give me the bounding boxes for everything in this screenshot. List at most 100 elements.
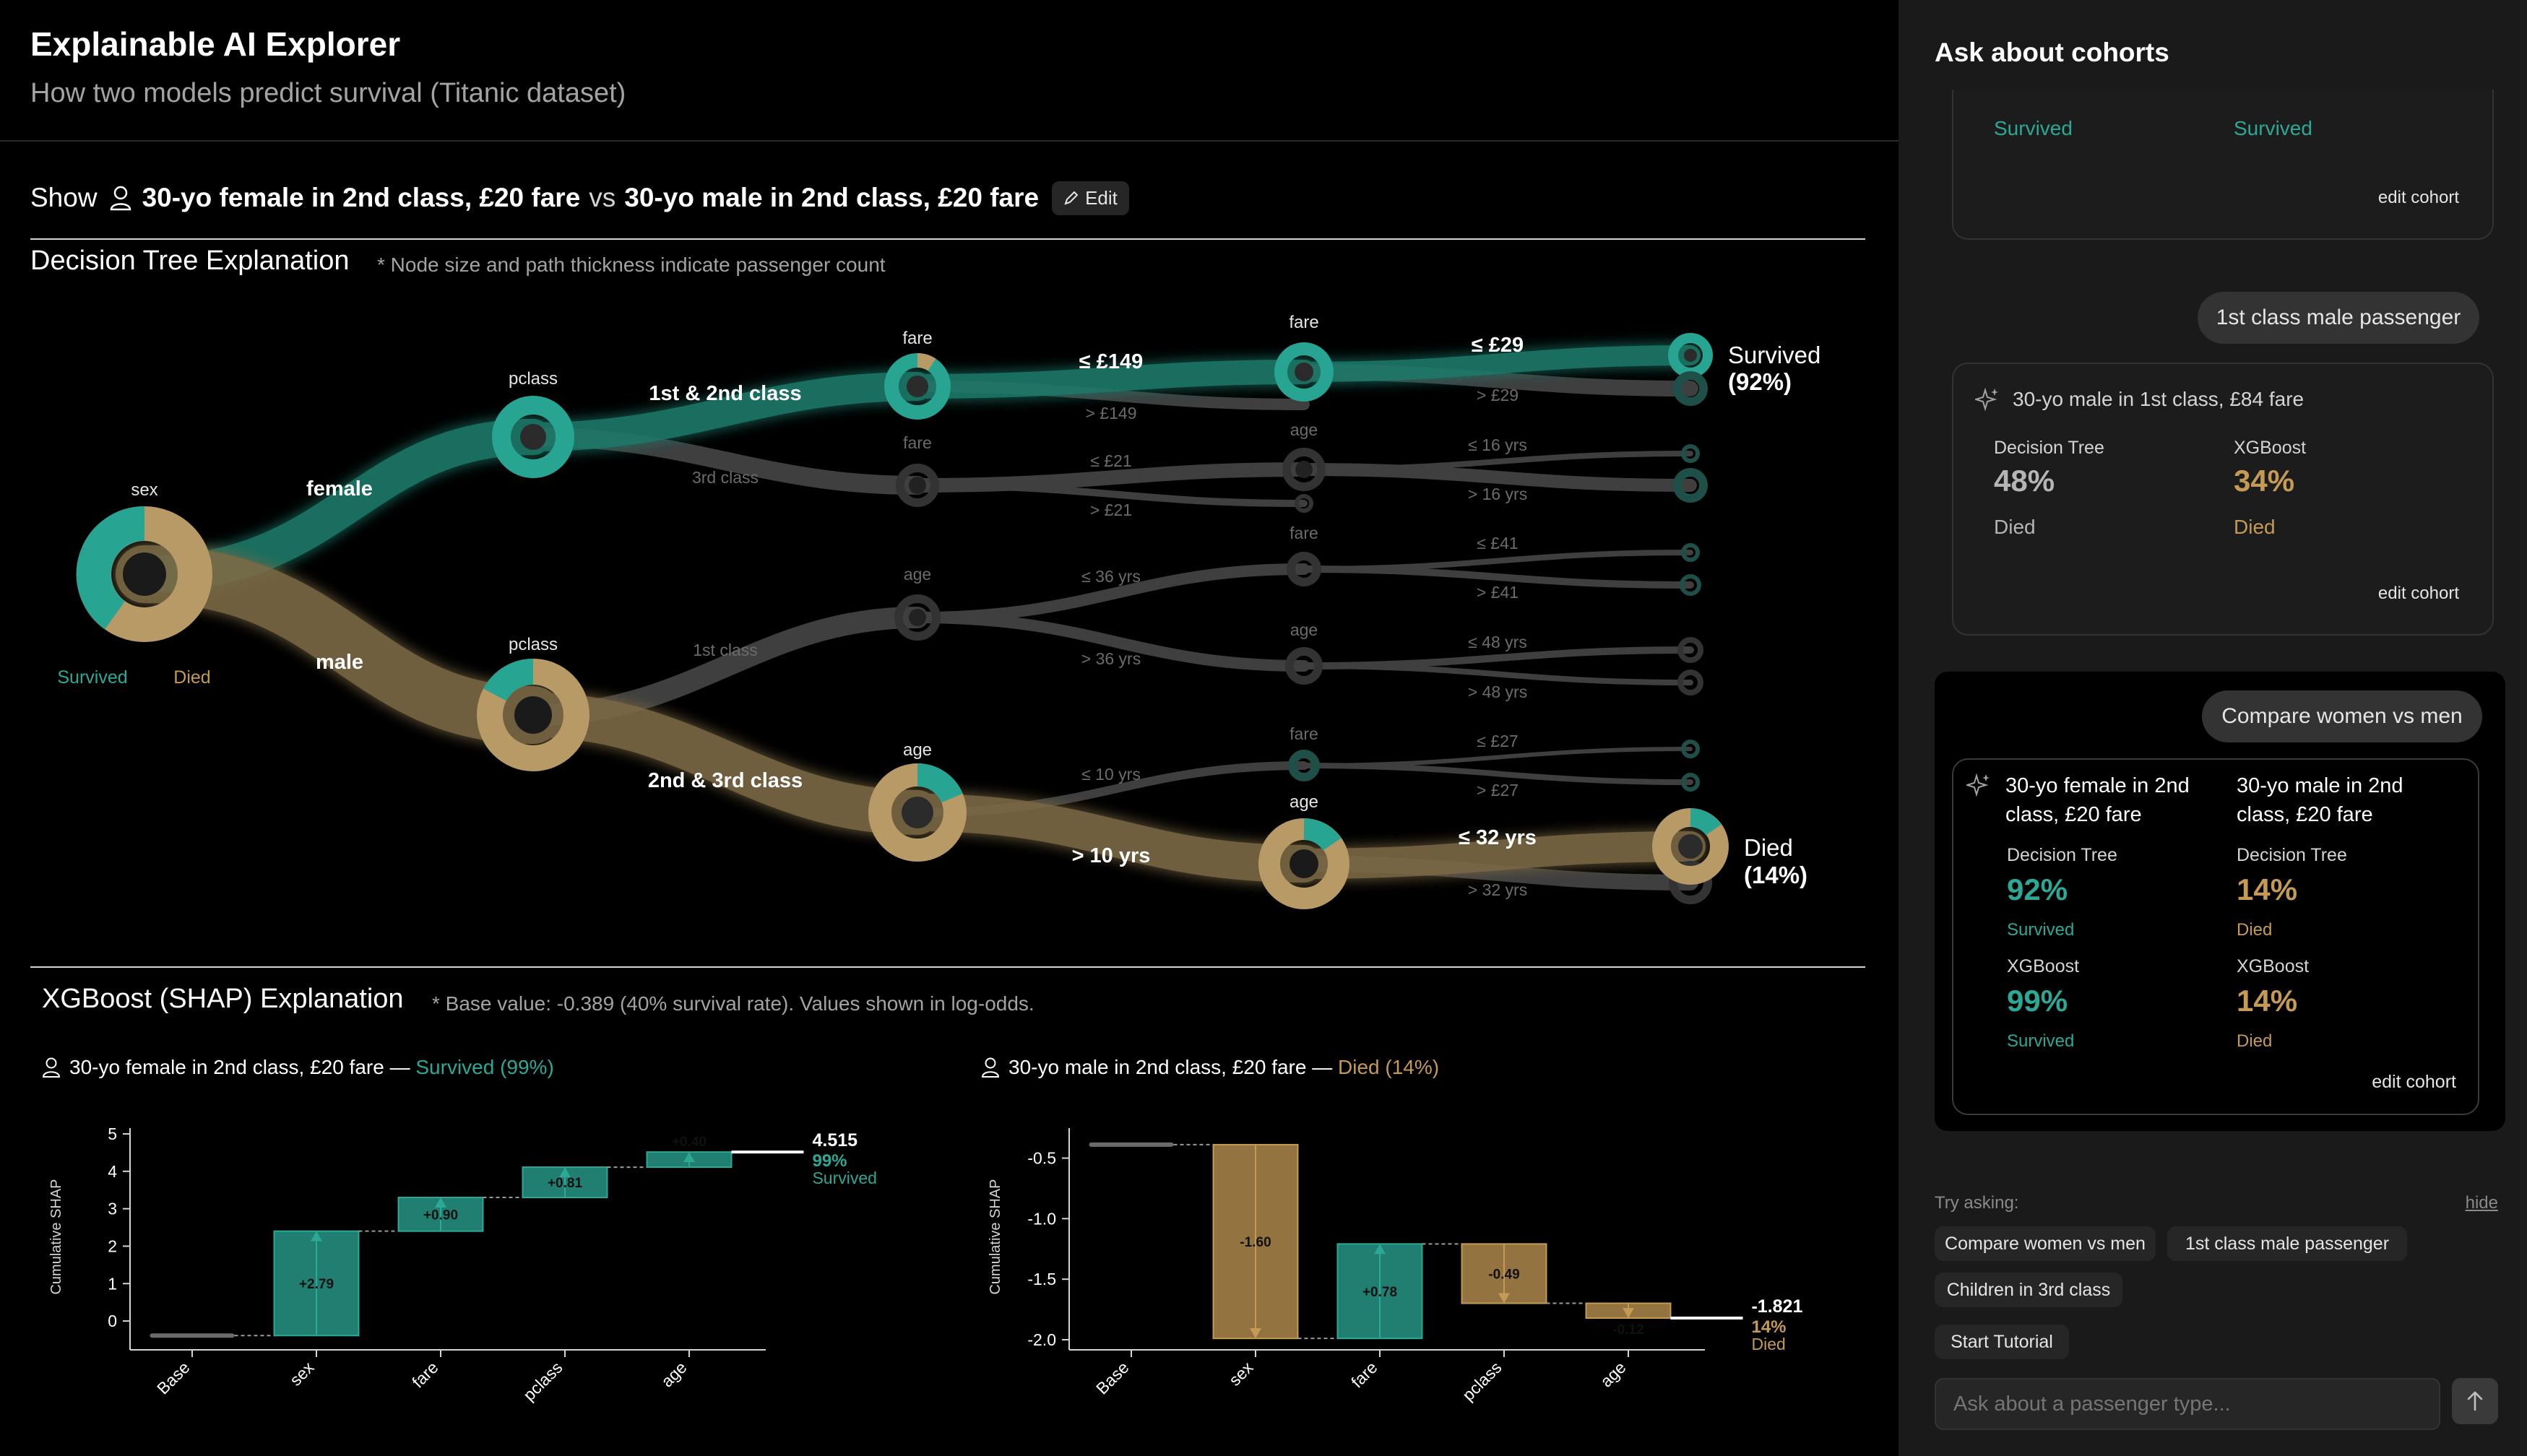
x-tick-label: sex (1225, 1358, 1257, 1390)
edit-cohort-link[interactable]: edit cohort (2377, 188, 2459, 207)
card3-right-xgb-pct: 14% (2237, 984, 2298, 1018)
final-outcome: Died (1751, 1335, 1785, 1353)
tree-node-died-leaf[interactable] (1652, 808, 1729, 885)
tree-node-f-fare1[interactable] (884, 352, 951, 420)
tree-nodes (76, 333, 1729, 909)
tree-path-fare-gt21 (914, 482, 1308, 507)
tree-node-f-fare2[interactable] (1274, 342, 1334, 402)
edge-label-2nd-3rd-class: 2nd & 3rd class (648, 769, 803, 792)
edit-cohorts-button[interactable]: Edit (1052, 181, 1129, 215)
y-axis-label: Cumulative SHAP (988, 1179, 1003, 1294)
suggestion-chip[interactable]: 1st class male passenger (2167, 1226, 2407, 1261)
vs-label: vs (589, 183, 616, 212)
sidebar-title: Ask about cohorts (1935, 38, 2169, 67)
node-label-fare: fare (903, 433, 932, 452)
tree-node-f-pclass[interactable] (492, 396, 574, 478)
comparison-card: 30-yo female in 2nd class, £20 fare 30-y… (1952, 758, 2479, 1115)
tree-path-gt41 (1300, 566, 1694, 589)
edge-label-le21: ≤ £21 (1090, 451, 1131, 470)
shap-bar-label: +0.40 (672, 1135, 707, 1150)
edge-label-le10: ≤ 10 yrs (1081, 765, 1141, 784)
card3-right-dt-pct: 14% (2237, 872, 2298, 906)
y-tick-label: 1 (108, 1274, 117, 1293)
sparkle-icon (1966, 773, 1990, 797)
y-tick-label: -1.5 (1027, 1270, 1056, 1288)
tree-node-m-pclass[interactable] (477, 659, 589, 771)
final-outcome: Survived (812, 1169, 876, 1187)
card3-left-xgb-outcome: Survived (2007, 1031, 2075, 1051)
section-divider-1 (30, 238, 1865, 240)
tree-path-le48 (1300, 646, 1694, 670)
start-tutorial-button[interactable]: Start Tutorial (1935, 1325, 2069, 1359)
tree-path-1st-2nd-class (519, 372, 932, 451)
card3-left-xgb-pct: 99% (2007, 984, 2068, 1018)
node-label-pclass: pclass (509, 369, 558, 389)
card3-left-dt-label: Decision Tree (2007, 845, 2117, 865)
hide-suggestions-link[interactable]: hide (2465, 1193, 2498, 1213)
tree-path-le29 (1294, 345, 1701, 382)
shap-note: * Base value: -0.389 (40% survival rate)… (432, 992, 1034, 1015)
node-label-pclass: pclass (509, 635, 558, 654)
edge-label-3rd-class: 3rd class (692, 468, 759, 487)
edge-label-le149: ≤ £149 (1079, 350, 1144, 373)
card1-right-outcome: Survived (2234, 117, 2312, 139)
edit-cohort-link[interactable]: edit cohort (2372, 1072, 2456, 1092)
x-tick-label: fare (1347, 1358, 1381, 1391)
edge-label-gt48: > 48 yrs (1468, 682, 1527, 701)
card2-xgb-outcome: Died (2234, 516, 2276, 538)
person-icon (981, 1057, 1000, 1078)
suggestion-chip[interactable]: Compare women vs men (1935, 1226, 2156, 1261)
shap-bar-label: +0.81 (548, 1176, 583, 1191)
faded-nodes (894, 371, 1712, 904)
final-value: 4.515 (812, 1130, 858, 1150)
send-button[interactable] (2452, 1378, 2498, 1424)
edit-cohort-link[interactable]: edit cohort (2377, 584, 2459, 603)
card2-xgb-label: XGBoost (2234, 438, 2307, 458)
edge-label-le48: ≤ 48 yrs (1468, 633, 1527, 651)
tree-title: Decision Tree Explanation (30, 246, 350, 276)
show-label: Show (30, 183, 98, 212)
final-pct: 14% (1751, 1317, 1786, 1337)
shap-chart-1: Cumulative SHAP 5 4 3 2 1 0 Base sex +2.79 fare +0.… (48, 1124, 877, 1405)
card2-dt-outcome: Died (1994, 516, 2036, 538)
section-divider-2 (30, 966, 1865, 968)
edge-label-gt41: > £41 (1477, 583, 1519, 602)
user-message-2: Compare women vs men (2202, 690, 2482, 742)
suggestion-chip[interactable]: Children in 3rd class (1935, 1273, 2122, 1307)
shap-arrow-head (1623, 1307, 1634, 1318)
edge-label-gt32: > 32 yrs (1468, 880, 1527, 899)
app-title: Explainable AI Explorer (30, 25, 401, 63)
shap-chart-2-outcome: Died (14%) (1338, 1056, 1440, 1078)
cohort-b-label: 30-yo male in 2nd class, £20 fare (624, 183, 1040, 212)
tree-path-2nd-3rd-class (511, 693, 940, 835)
shap-arrow-head (559, 1167, 571, 1178)
x-tick-label: age (657, 1358, 691, 1391)
shap-chart-2-header: 30-yo male in 2nd class, £20 fare — Died… (981, 1056, 1439, 1079)
tree-node-root[interactable] (76, 506, 212, 642)
y-axis-label: Cumulative SHAP (48, 1179, 64, 1294)
legend-died: Died (173, 667, 210, 688)
card3-left-cohort: 30-yo female in 2nd class, £20 fare (2005, 774, 2190, 826)
pencil-icon (1064, 191, 1079, 205)
tree-node-m-age2[interactable] (868, 763, 967, 862)
shap-arrow-head (435, 1197, 446, 1208)
x-tick-label: sex (286, 1358, 318, 1390)
final-value: -1.821 (1751, 1296, 1802, 1317)
outcome-died-label: Died (1744, 834, 1793, 861)
tree-node-m-age5[interactable] (1258, 818, 1349, 909)
x-tick-label: pclass (519, 1358, 566, 1404)
node-label-age: age (1290, 420, 1318, 439)
y-tick-label: 3 (108, 1200, 117, 1218)
tree-path-le27 (1302, 747, 1693, 768)
chat-sidebar: Ask about cohorts Survived Survived edit… (1899, 0, 2527, 1456)
tree-path-male (116, 545, 562, 744)
shap-bar-label: +2.79 (299, 1277, 334, 1292)
shap-bar-label: +0.90 (423, 1208, 458, 1223)
person-icon (42, 1057, 61, 1078)
chat-input[interactable] (1935, 1378, 2440, 1430)
edge-label-gt10: > 10 yrs (1072, 844, 1151, 867)
edge-label-1st-class: 1st class (693, 641, 757, 659)
y-tick-label: 4 (108, 1162, 117, 1181)
node-label-sex: sex (131, 480, 157, 500)
main-panel: Explainable AI Explorer How two models p… (0, 25, 1899, 1405)
